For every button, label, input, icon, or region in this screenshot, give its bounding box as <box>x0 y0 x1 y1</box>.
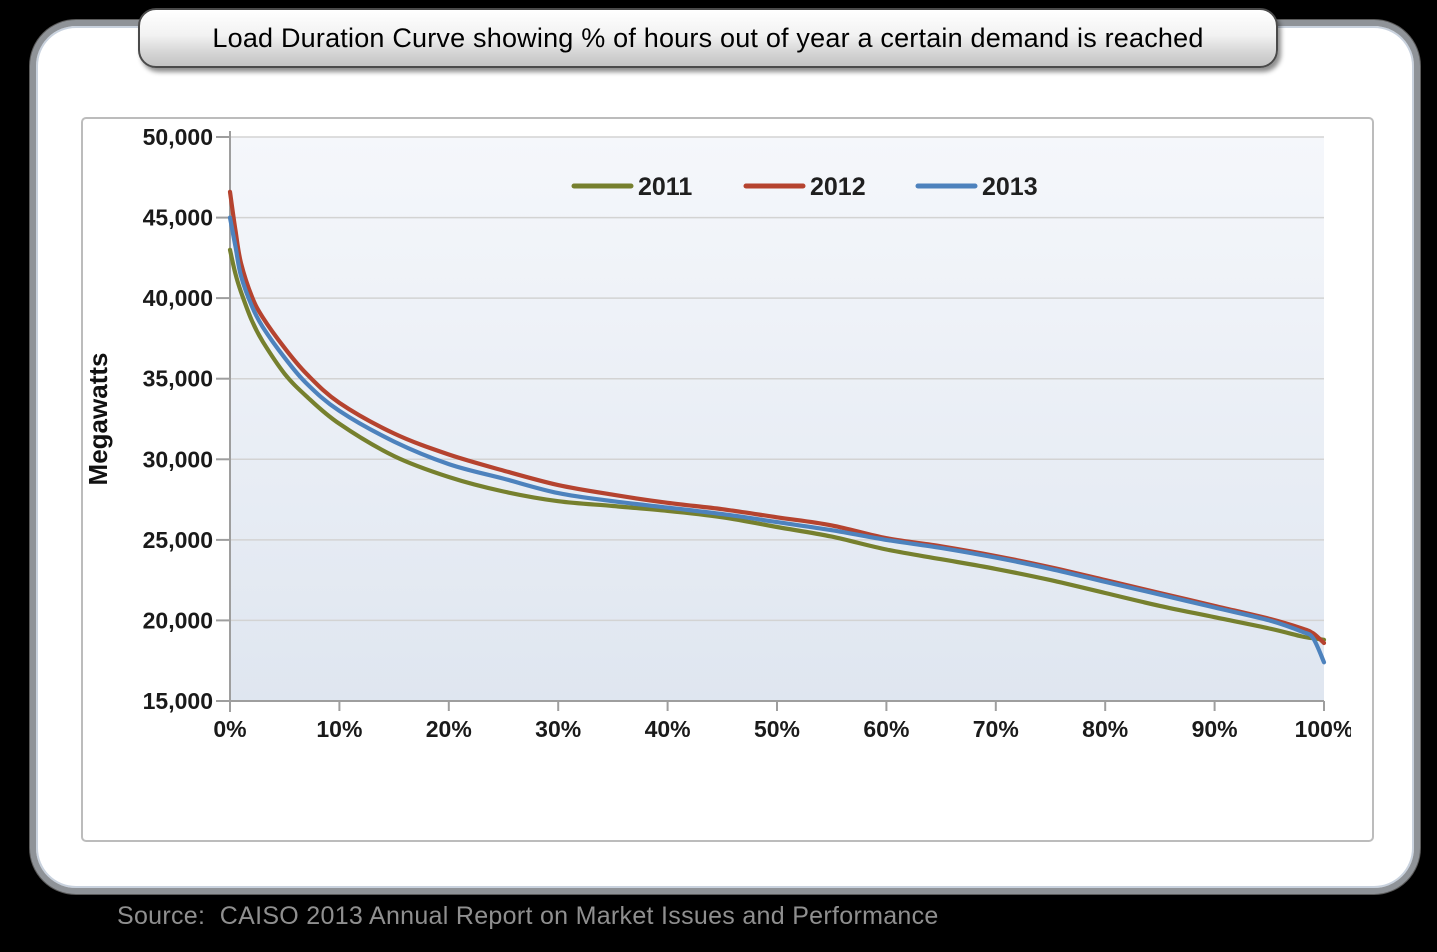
x-tick-label: 60% <box>863 716 909 742</box>
y-tick-label: 20,000 <box>143 607 213 633</box>
x-tick-label: 10% <box>316 716 362 742</box>
series-line-2011 <box>227 247 1327 642</box>
source-note: Source: CAISO 2013 Annual Report on Mark… <box>117 902 939 930</box>
y-tick-label: 30,000 <box>143 446 213 472</box>
chart-title: Load Duration Curve showing % of hours o… <box>212 22 1204 53</box>
chart-frame: 50,000 45,000 40,000 35,000 30,000 25,000 20,0… <box>81 117 1374 842</box>
legend-label-2011: 2011 <box>638 173 692 201</box>
x-tick-label: 70% <box>973 716 1019 742</box>
y-tick-label: 50,000 <box>143 124 213 150</box>
x-tick-label: 100% <box>1295 716 1351 742</box>
y-tick-label: 25,000 <box>143 527 213 553</box>
series-line-2013 <box>227 215 1327 665</box>
y-tick-label: 35,000 <box>143 366 213 392</box>
legend-label-2012: 2012 <box>810 173 866 201</box>
x-tick-label: 30% <box>535 716 581 742</box>
slide-card: 50,000 45,000 40,000 35,000 30,000 25,000 20,0… <box>30 20 1420 894</box>
x-tick-label: 0% <box>213 716 246 742</box>
y-axis-title: Megawatts <box>86 353 113 486</box>
chart-title-banner: Load Duration Curve showing % of hours o… <box>138 8 1278 68</box>
plot-area <box>230 137 1324 701</box>
x-tick-label: 90% <box>1192 716 1238 742</box>
x-tick-label: 20% <box>426 716 472 742</box>
y-tick-label: 15,000 <box>143 688 213 714</box>
x-tick-label: 80% <box>1082 716 1128 742</box>
y-tick-label: 45,000 <box>143 205 213 231</box>
x-tick-label: 40% <box>645 716 691 742</box>
y-tick-label: 40,000 <box>143 285 213 311</box>
x-tick-label: 50% <box>754 716 800 742</box>
legend-label-2013: 2013 <box>982 173 1038 201</box>
load-duration-chart: 50,000 45,000 40,000 35,000 30,000 25,000 20,0… <box>86 124 1351 742</box>
